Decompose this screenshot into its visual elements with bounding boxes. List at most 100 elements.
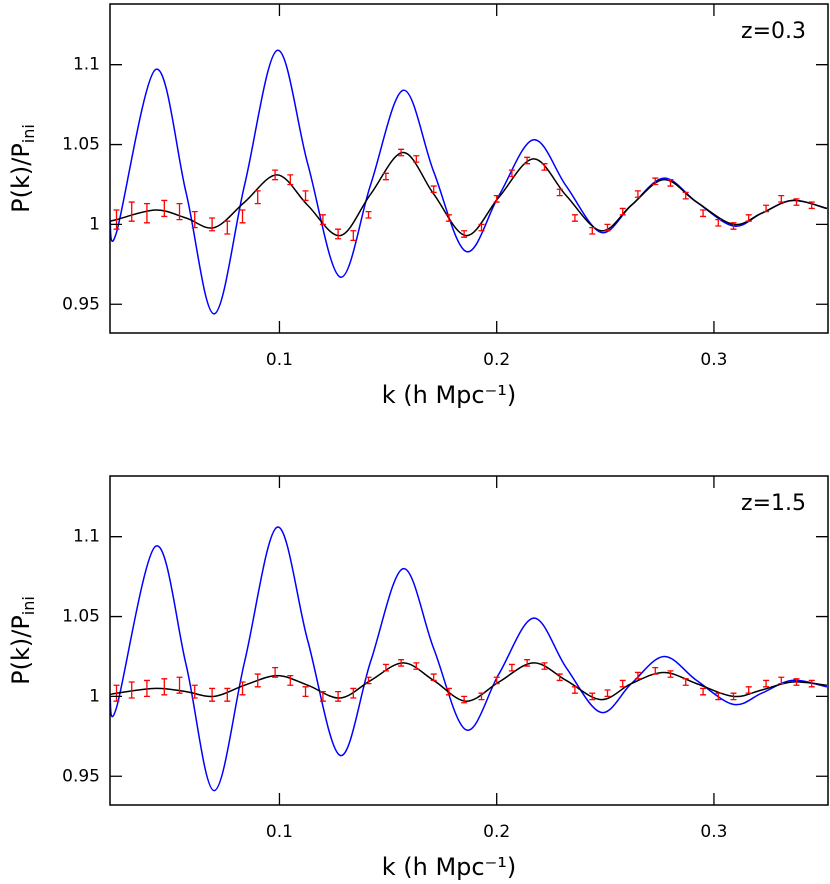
error-bar (143, 679, 150, 698)
error-bar (319, 214, 326, 226)
error-bar (461, 695, 468, 704)
error-bar (778, 676, 785, 685)
line (110, 49, 828, 315)
error-bar (176, 202, 183, 221)
error-bar (430, 185, 437, 194)
error-bar (541, 163, 548, 171)
error-bar (478, 223, 485, 232)
error-bar (682, 678, 689, 686)
error-bar (634, 671, 641, 680)
error-bar (700, 687, 707, 696)
error-bar (445, 214, 452, 222)
error-bar (461, 230, 468, 238)
error-bar (715, 692, 722, 701)
error-bar (398, 659, 405, 667)
error-bar (445, 687, 452, 696)
error-bar (524, 156, 531, 165)
x-axis-label: k (h Mpc⁻¹) (382, 853, 517, 881)
error-bar (652, 667, 659, 675)
error-bar (571, 214, 578, 222)
error-bar (493, 195, 500, 203)
error-bar (302, 686, 309, 698)
error-bar (508, 169, 515, 178)
error-bar (430, 673, 437, 682)
error-bar (700, 209, 707, 218)
error-bar (745, 214, 752, 222)
error-bar (319, 690, 326, 702)
y-tick-label: 0.95 (62, 766, 100, 786)
y-axis-label-main: P(k)/P (7, 143, 35, 213)
error-bar (715, 218, 722, 227)
error-bar (778, 195, 785, 203)
error-bar (224, 220, 231, 235)
y-tick-label: 1 (89, 214, 100, 234)
y-tick-label: 1.1 (73, 55, 100, 75)
annotation: z=1.5 (741, 491, 806, 516)
error-bar (589, 692, 596, 701)
error-bar (398, 148, 405, 157)
error-bar (302, 190, 309, 202)
error-bar (667, 179, 674, 187)
plot-area (110, 526, 828, 792)
plot-frame (109, 3, 829, 334)
error-bar (652, 177, 659, 186)
x-axis-label: k (h Mpc⁻¹) (382, 381, 517, 409)
y-tick-label: 1.1 (73, 527, 100, 547)
error-bar (541, 662, 548, 670)
error-bar (335, 228, 342, 240)
line (110, 526, 828, 792)
error-bar (793, 678, 800, 686)
error-bar (161, 678, 168, 696)
error-bar (365, 210, 372, 219)
error-bar (745, 686, 752, 694)
error-bar (239, 209, 246, 224)
error-bar (209, 687, 216, 702)
error-bar (239, 681, 246, 696)
error-bar (556, 188, 563, 197)
error-bar (493, 676, 500, 685)
error-bar (619, 207, 626, 216)
error-bar (382, 172, 389, 181)
error-bar (287, 674, 294, 686)
error-bar (113, 209, 120, 230)
error-bar (209, 217, 216, 232)
error-bar (176, 676, 183, 694)
y-axis-label-main: P(k)/P (7, 615, 35, 685)
x-tick-label: 0.2 (483, 350, 510, 370)
error-bar (589, 226, 596, 235)
y-axis-label-sub: ini (19, 596, 38, 615)
error-bar (478, 692, 485, 701)
error-bar (667, 670, 674, 678)
error-bar (413, 662, 420, 670)
error-bar (808, 201, 815, 210)
y-tick-label: 0.95 (62, 294, 100, 314)
y-tick-label: 1 (89, 686, 100, 706)
error-bar (143, 202, 150, 224)
line (110, 151, 828, 237)
error-bar (413, 155, 420, 163)
error-bar (128, 681, 135, 699)
x-tick-label: 0.3 (700, 350, 727, 370)
error-bar (191, 210, 198, 229)
error-bar (350, 687, 357, 699)
error-bar (524, 659, 531, 667)
error-bar (619, 679, 626, 688)
error-bar (604, 223, 611, 232)
error-bar (808, 679, 815, 688)
y-axis-label: P(k)/Pini (7, 596, 38, 685)
plot-area (110, 49, 828, 315)
error-bar (763, 204, 770, 213)
x-tick-label: 0.1 (266, 822, 293, 842)
error-bar (634, 190, 641, 198)
error-bar (730, 222, 737, 230)
error-bar (556, 673, 563, 682)
error-bar (191, 684, 198, 699)
error-bar (604, 689, 611, 698)
line (110, 662, 827, 702)
error-bar (254, 190, 261, 205)
annotation: z=0.3 (741, 19, 806, 44)
error-bar (508, 663, 515, 672)
error-bar (730, 692, 737, 701)
error-bar (272, 169, 279, 181)
